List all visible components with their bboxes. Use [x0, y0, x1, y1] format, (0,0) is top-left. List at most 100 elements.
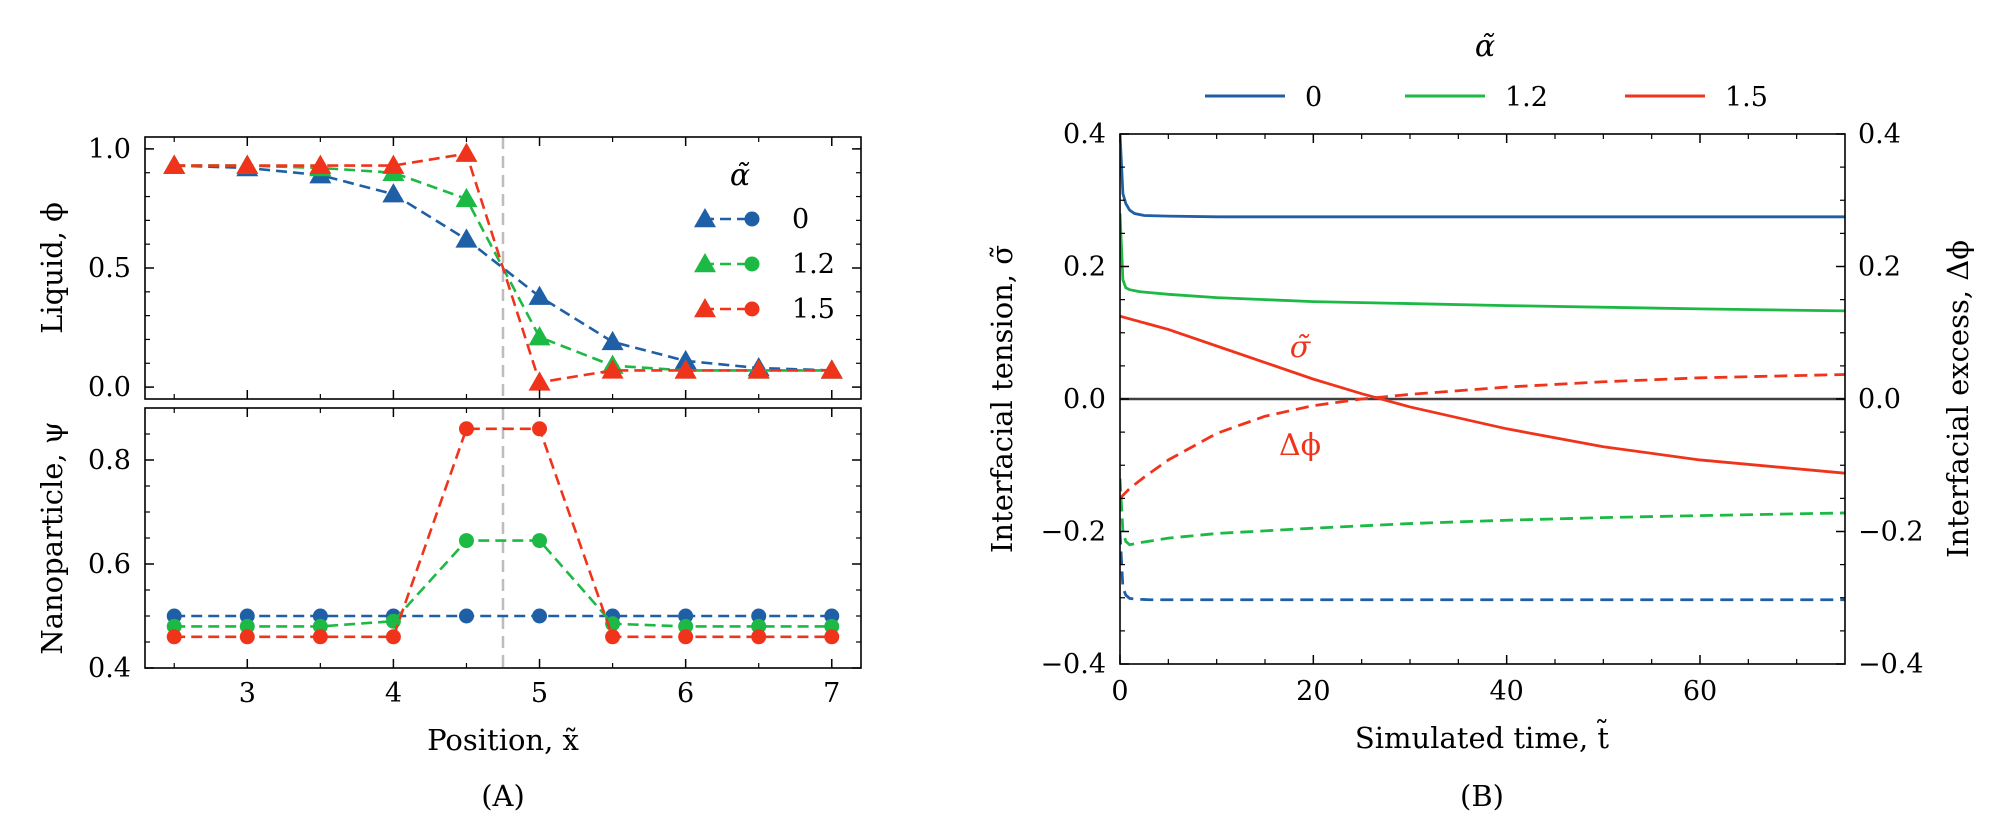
legend-a-label-1.2: 1.2	[792, 249, 835, 280]
nanoparticle-point-alpha-1.2	[239, 618, 255, 634]
nanoparticle-point-alpha-0	[312, 608, 328, 624]
nanoparticle-point-alpha-1.5	[166, 629, 182, 645]
nanoparticle-point-alpha-1.2	[824, 618, 840, 634]
nanoparticle-point-alpha-1.2	[532, 533, 548, 549]
excess-curve-alpha-1.2	[1120, 478, 1845, 547]
tension-ylabel: Interfacial tension, σ̃	[985, 245, 1019, 553]
tension-curve-alpha-1.2	[1120, 213, 1845, 313]
liquid-point-alpha-0	[382, 183, 405, 203]
legend-a: α̃ 0 1.2 1.5	[694, 158, 835, 325]
excess-tick-label: −0.4	[1858, 649, 1924, 680]
nanoparticle-point-alpha-1.2	[751, 618, 767, 634]
tension-tick-label: 0.2	[1063, 252, 1106, 283]
excess-tick-label: 0.4	[1858, 119, 1901, 150]
tension-tick-label: −0.2	[1040, 517, 1106, 548]
liquid-point-alpha-1.5	[455, 142, 478, 162]
tension-tick-label: 0.0	[1063, 384, 1106, 415]
nanoparticle-point-alpha-1.5	[824, 629, 840, 645]
nanoparticle-point-alpha-1.2	[166, 618, 182, 634]
nanoparticle-point-alpha-1.5	[751, 629, 767, 645]
liquid-point-alpha-1.5	[382, 154, 405, 174]
position-tick-label: 4	[385, 678, 402, 709]
nanoparticle-point-alpha-1.5	[678, 629, 694, 645]
liquid-tick-label: 1.0	[88, 134, 131, 165]
nanoparticle-ticks: 3 4 5 6 7 0.4 0.6 0.8	[88, 408, 861, 709]
nanoparticle-tick-label: 0.8	[88, 445, 131, 476]
nanoparticle-point-alpha-0	[458, 608, 474, 624]
legend-a-label-1.5: 1.5	[792, 294, 835, 325]
time-tick-label: 20	[1296, 676, 1330, 707]
nanoparticle-tick-label: 0.6	[88, 549, 131, 580]
nanoparticle-ylabel: Nanoparticle, ψ	[35, 421, 69, 654]
liquid-point-alpha-1.5	[820, 359, 843, 379]
liquid-point-alpha-1.5	[163, 154, 186, 174]
position-tick-label: 7	[823, 678, 840, 709]
legend-a-dot-1.5	[744, 301, 760, 317]
legend-a-dot-1.2	[744, 256, 760, 272]
nanoparticle-point-alpha-1.5	[605, 629, 621, 645]
legend-b: α̃ 0 1.2 1.5	[1205, 29, 1768, 113]
liquid-ticks: 0.0 0.5 1.0	[88, 134, 861, 403]
nanoparticle-point-alpha-0	[239, 608, 255, 624]
liquid-series	[163, 142, 843, 391]
excess-curve-alpha-0	[1120, 531, 1845, 602]
annotation-delta-phi: Δϕ	[1279, 428, 1321, 463]
liquid-point-alpha-1.5	[747, 359, 770, 379]
excess-tick-label: 0.0	[1858, 384, 1901, 415]
caption-b: (B)	[1460, 779, 1504, 813]
liquid-point-alpha-1.5	[309, 154, 332, 174]
nanoparticle-series	[166, 421, 840, 645]
liquid-line-alpha-0	[174, 164, 832, 372]
liquid-point-alpha-1.5	[601, 359, 624, 379]
nanoparticle-point-alpha-1.5	[532, 421, 548, 437]
position-tick-label: 3	[239, 678, 256, 709]
liquid-point-alpha-0	[601, 330, 624, 351]
liquid-point-alpha-1.2	[455, 187, 478, 208]
legend-b-label-0: 0	[1305, 82, 1322, 113]
tension-curve-alpha-1.5	[1120, 314, 1845, 475]
time-xlabel: Simulated time, t̃	[1355, 719, 1610, 755]
liquid-point-alpha-1.5	[528, 371, 551, 391]
tension-curve-alpha-0	[1120, 134, 1845, 219]
caption-a: (A)	[481, 779, 525, 813]
legend-a-title: α̃	[730, 158, 750, 193]
time-tick-label: 40	[1489, 676, 1523, 707]
time-series	[1120, 134, 1845, 602]
nanoparticle-point-alpha-0	[166, 608, 182, 624]
liquid-ylabel: Liquid, ϕ	[35, 202, 69, 334]
position-tick-label: 6	[677, 678, 694, 709]
nanoparticle-point-alpha-0	[678, 608, 694, 624]
time-tick-label: 0	[1111, 676, 1128, 707]
liquid-point-alpha-1.5	[236, 154, 259, 174]
liquid-tick-label: 0.5	[88, 253, 131, 284]
time-ticks: 0 20 40 60 −0.4 −0.4 −0.2 −0.2 0.0 0.0 0.2 0.2 0.4 0.…	[1040, 119, 1923, 707]
nanoparticle-line-alpha-1.2	[174, 539, 832, 628]
position-xlabel: Position, x̃	[427, 723, 579, 757]
nanoparticle-point-alpha-1.5	[385, 629, 401, 645]
annotation-sigma: σ̃	[1290, 330, 1312, 365]
excess-tick-label: −0.2	[1858, 517, 1924, 548]
legend-b-label-1.5: 1.5	[1725, 82, 1768, 113]
tension-tick-label: −0.4	[1040, 649, 1106, 680]
legend-a-triangle-1.5	[694, 298, 716, 318]
excess-tick-label: 0.2	[1858, 252, 1901, 283]
nanoparticle-point-alpha-1.2	[385, 613, 401, 629]
panel-a-bottom: 3 4 5 6 7 0.4 0.6 0.8 Nanoparticle, ψ Position,…	[35, 407, 862, 813]
legend-a-triangle-1.2	[694, 253, 716, 273]
excess-ylabel: Interfacial excess, Δϕ	[1941, 240, 1975, 558]
legend-b-title: α̃	[1475, 29, 1495, 64]
nanoparticle-point-alpha-0	[824, 608, 840, 624]
nanoparticle-point-alpha-1.2	[458, 533, 474, 549]
nanoparticle-tick-label: 0.4	[88, 653, 131, 684]
nanoparticle-point-alpha-0	[532, 608, 548, 624]
time-axes-frame	[1119, 133, 1846, 665]
legend-a-dot-0	[744, 211, 760, 227]
liquid-tick-label: 0.0	[88, 372, 131, 403]
nanoparticle-point-alpha-1.2	[312, 618, 328, 634]
nanoparticle-axes-frame	[144, 407, 862, 669]
nanoparticle-point-alpha-1.5	[458, 421, 474, 437]
legend-a-triangle-0	[694, 208, 716, 228]
nanoparticle-point-alpha-0	[751, 608, 767, 624]
liquid-point-alpha-0	[528, 285, 551, 305]
